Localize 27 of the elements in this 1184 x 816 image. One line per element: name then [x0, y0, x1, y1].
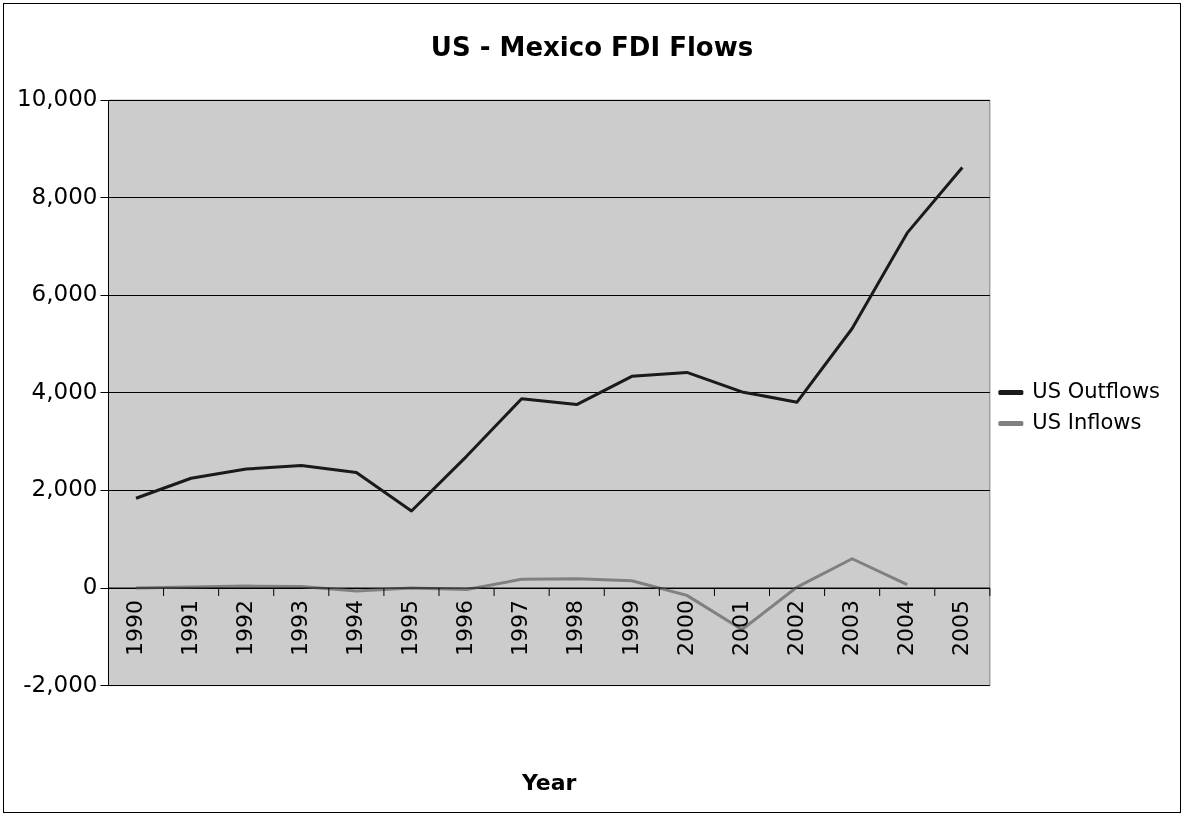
x-tick-label: 1998: [562, 600, 588, 657]
x-tick-label: 2003: [837, 600, 863, 657]
x-tick-label: 2004: [892, 600, 918, 657]
x-tick-label: 2001: [727, 600, 753, 657]
y-tick-label: 4,000: [31, 377, 98, 404]
x-tick-label: 1996: [452, 600, 478, 657]
y-tick-label: 10,000: [16, 85, 98, 112]
y-tick-label: 0: [82, 573, 98, 599]
x-tick-label: 1994: [342, 600, 368, 657]
x-tick-label: 1992: [231, 600, 257, 657]
x-axis-title: Year: [520, 769, 577, 795]
x-tick-label: 1999: [617, 600, 643, 657]
x-tick-label: 1990: [121, 600, 147, 657]
x-tick-label: 2000: [672, 600, 698, 657]
x-tick-label: 1993: [287, 600, 312, 657]
y-tick-label: 6,000: [31, 280, 98, 307]
y-tick-label: -2,000: [23, 670, 98, 697]
chart-title: US - Mexico FDI Flows: [430, 32, 754, 63]
x-tick-label: 1991: [176, 600, 202, 657]
legend-label: US Outflows: [1032, 378, 1160, 403]
y-tick-label: 8,000: [31, 182, 98, 209]
x-tick-label: 2005: [948, 600, 974, 657]
x-tick-label: 1997: [507, 600, 533, 657]
x-tick-label: 2002: [782, 600, 808, 657]
x-tick-label: 1995: [397, 600, 423, 657]
legend-label: US Inflows: [1032, 409, 1142, 434]
y-tick-label: 2,000: [31, 475, 98, 502]
